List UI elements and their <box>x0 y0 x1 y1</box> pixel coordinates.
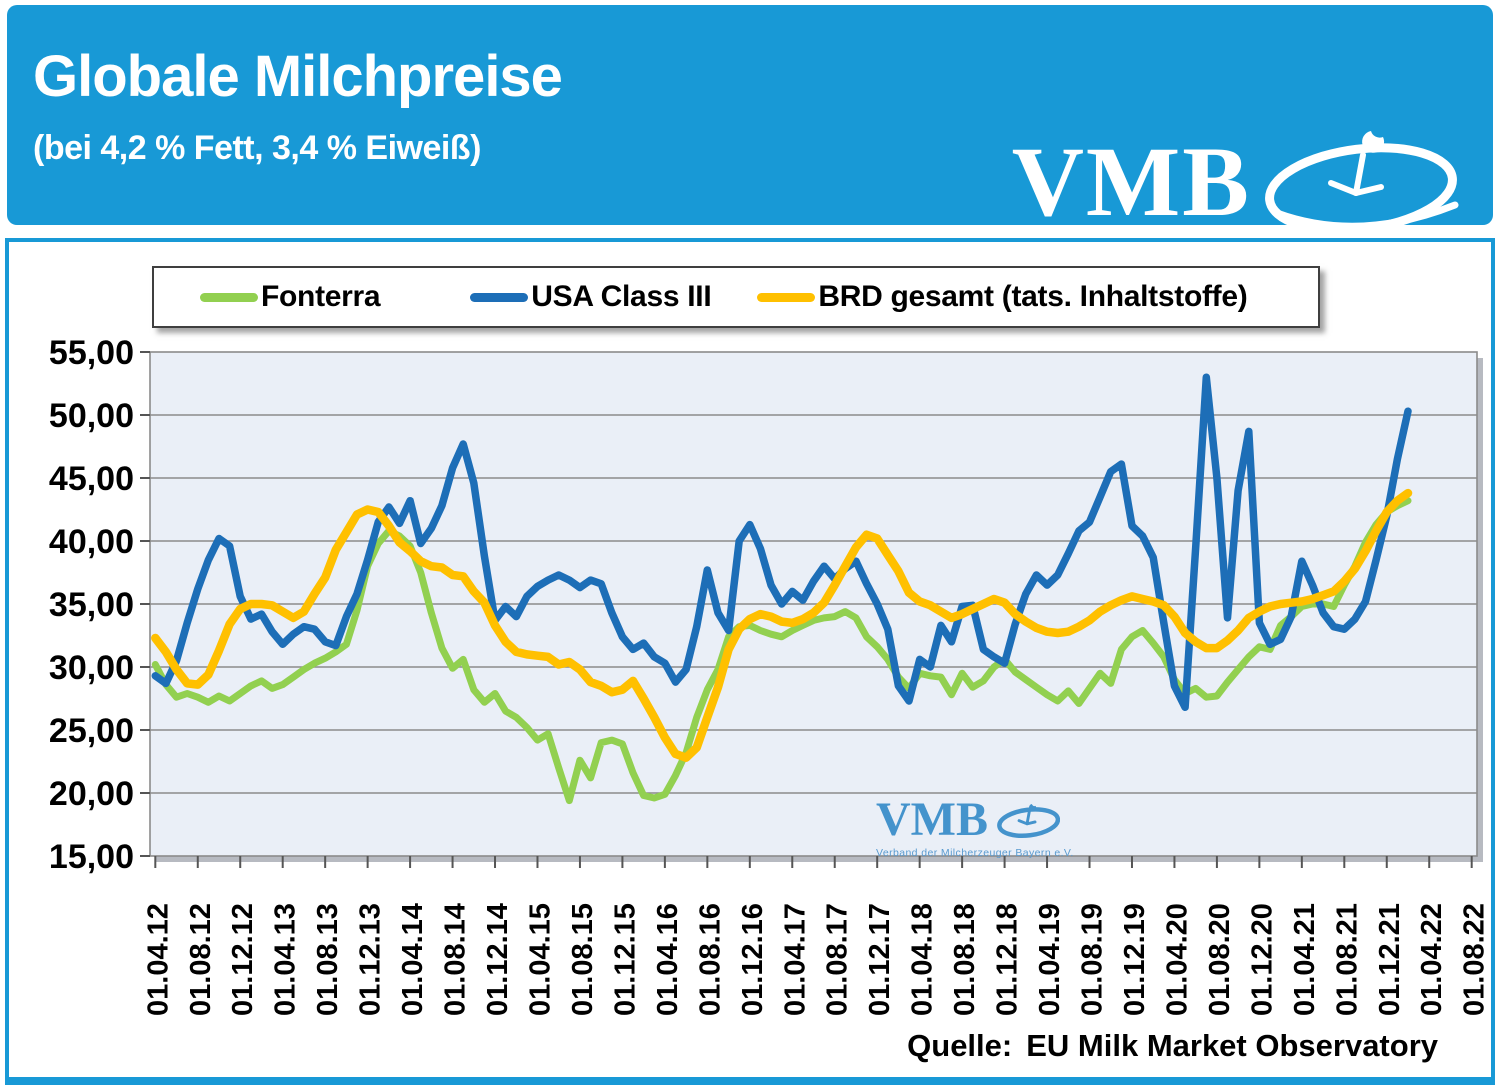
svg-text:01.08.21: 01.08.21 <box>1331 903 1363 1016</box>
vmb-watermark-icon <box>997 804 1060 839</box>
svg-text:01.08.15: 01.08.15 <box>567 903 599 1016</box>
svg-text:01.04.22: 01.04.22 <box>1416 903 1448 1016</box>
svg-text:01.08.19: 01.08.19 <box>1077 903 1109 1016</box>
svg-text:45,00: 45,00 <box>49 460 134 498</box>
svg-text:01.08.16: 01.08.16 <box>694 903 726 1016</box>
vmb-swoosh-icon <box>1265 131 1459 235</box>
svg-text:25,00: 25,00 <box>49 712 134 750</box>
header-banner: Globale Milchpreise (bei 4,2 % Fett, 3,4… <box>7 5 1493 235</box>
vmb-logo: VMB <box>1012 121 1459 241</box>
svg-text:01.12.18: 01.12.18 <box>992 903 1024 1016</box>
page-title: Globale Milchpreise <box>33 44 563 109</box>
svg-text:01.12.12: 01.12.12 <box>227 903 259 1016</box>
source-label: Quelle: <box>907 1028 1013 1063</box>
legend-label-fonterra: Fonterra <box>261 280 381 313</box>
chart-legend: Fonterra USA Class III BRD gesamt (tats.… <box>152 266 1320 328</box>
svg-text:01.08.17: 01.08.17 <box>822 903 854 1016</box>
svg-text:01.08.14: 01.08.14 <box>440 903 472 1016</box>
svg-text:40,00: 40,00 <box>49 523 134 561</box>
svg-text:01.12.13: 01.12.13 <box>355 903 387 1016</box>
vmb-watermark-text: VMB <box>876 793 988 846</box>
svg-text:30,00: 30,00 <box>49 649 134 687</box>
svg-text:01.04.13: 01.04.13 <box>270 903 302 1016</box>
svg-text:01.04.12: 01.04.12 <box>142 903 174 1016</box>
legend-label-brd-gesamt: BRD gesamt (tats. Inhaltstoffe) <box>818 280 1248 313</box>
svg-text:01.04.18: 01.04.18 <box>907 903 939 1016</box>
brd-gesamt-line-swatch <box>757 292 816 302</box>
svg-text:01.12.16: 01.12.16 <box>737 903 769 1016</box>
svg-text:01.04.14: 01.04.14 <box>397 903 429 1016</box>
svg-text:01.04.20: 01.04.20 <box>1161 903 1193 1016</box>
vmb-watermark-caption: Verband der Milcherzeuger Bayern e.V. <box>876 847 1074 859</box>
svg-text:01.04.16: 01.04.16 <box>652 903 684 1016</box>
svg-text:01.04.19: 01.04.19 <box>1034 903 1066 1016</box>
svg-text:15,00: 15,00 <box>49 838 134 876</box>
svg-text:55,00: 55,00 <box>49 334 134 372</box>
svg-text:01.08.13: 01.08.13 <box>312 903 344 1016</box>
svg-text:01.12.14: 01.12.14 <box>482 903 514 1016</box>
svg-text:50,00: 50,00 <box>49 397 134 435</box>
svg-text:01.08.22: 01.08.22 <box>1459 903 1491 1016</box>
svg-text:01.04.21: 01.04.21 <box>1289 903 1321 1016</box>
svg-text:01.12.19: 01.12.19 <box>1119 903 1151 1016</box>
legend-item-brd-gesamt: BRD gesamt (tats. Inhaltstoffe) <box>757 280 1248 314</box>
legend-item-fonterra: Fonterra <box>200 280 381 314</box>
source-text: EU Milk Market Observatory <box>1026 1028 1438 1063</box>
source-line: Quelle: EU Milk Market Observatory <box>907 1028 1438 1064</box>
svg-text:01.12.21: 01.12.21 <box>1374 903 1406 1016</box>
svg-text:01.12.15: 01.12.15 <box>609 903 641 1016</box>
svg-text:01.04.17: 01.04.17 <box>779 903 811 1016</box>
vmb-logo-text: VMB <box>1011 125 1251 237</box>
svg-text:01.08.20: 01.08.20 <box>1204 903 1236 1016</box>
fonterra-line-swatch <box>200 292 258 302</box>
svg-text:20,00: 20,00 <box>49 775 134 813</box>
svg-text:01.12.20: 01.12.20 <box>1246 903 1278 1016</box>
svg-text:01.12.17: 01.12.17 <box>864 903 896 1016</box>
usa-class-iii-line-swatch <box>470 292 529 302</box>
legend-label-usa-class-iii: USA Class III <box>531 280 712 313</box>
svg-text:01.04.15: 01.04.15 <box>524 903 556 1016</box>
svg-text:01.08.12: 01.08.12 <box>185 903 217 1016</box>
vmb-watermark: VMB Verband der Milcherzeuger Bayern e.V… <box>876 793 1074 860</box>
svg-text:01.08.18: 01.08.18 <box>949 903 981 1016</box>
legend-item-usa-class-iii: USA Class III <box>470 280 712 314</box>
page-subtitle: (bei 4,2 % Fett, 3,4 % Eiweiß) <box>33 129 481 167</box>
svg-text:35,00: 35,00 <box>49 586 134 624</box>
